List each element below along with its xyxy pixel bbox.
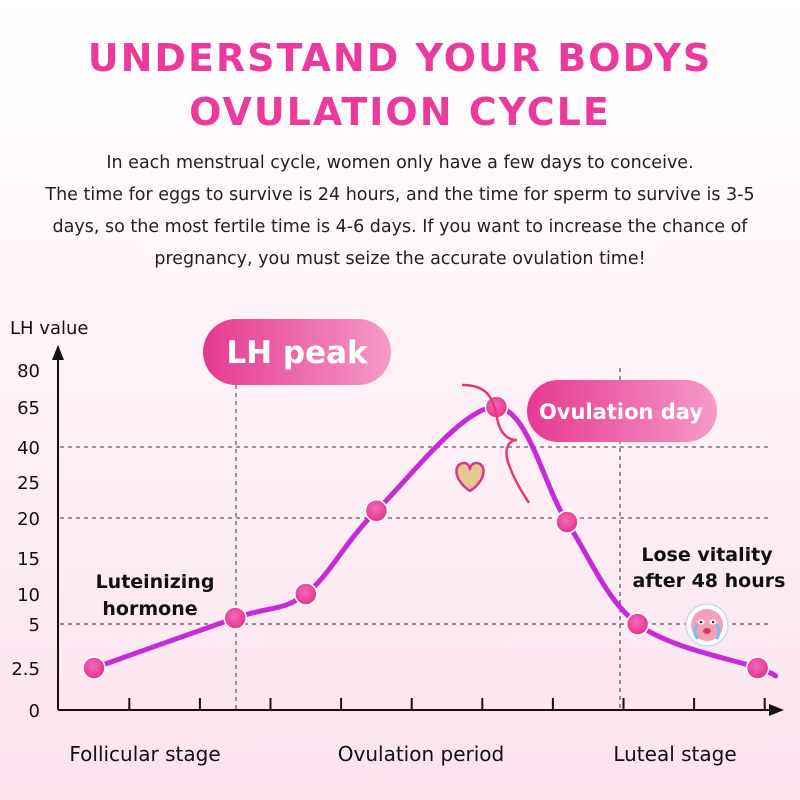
vitality-label-line-2: after 48 hours	[633, 570, 786, 592]
luteinizing-label-line-1: Luteinizing	[96, 571, 215, 593]
x-category-label: Follicular stage	[69, 742, 220, 766]
x-category-label: Luteal stage	[613, 742, 736, 766]
data-point	[223, 606, 247, 630]
ovulation-day-label: Ovulation day	[539, 400, 703, 424]
heart-icon	[455, 461, 485, 493]
data-point	[625, 612, 650, 636]
y-tick-label: 20	[17, 509, 40, 530]
data-point	[82, 656, 106, 680]
x-axis-ticks	[128, 698, 766, 710]
ovulation-bracket	[461, 383, 531, 504]
data-point	[745, 656, 770, 680]
description-line-3: days, so the most fertile time is 4-6 da…	[52, 217, 748, 237]
y-tick-label: 80	[17, 361, 40, 382]
data-point	[294, 582, 318, 606]
data-point	[555, 510, 579, 534]
crying-face-icon	[685, 603, 729, 647]
description-line-2: The time for eggs to survive is 24 hours…	[45, 185, 755, 205]
stage-labels: Follicular stage Ovulation period Luteal s…	[69, 742, 736, 766]
y-tick-label: 15	[17, 549, 40, 570]
x-category-label: Ovulation period	[338, 742, 504, 766]
title-line-2: OVULATION CYCLE	[189, 90, 611, 134]
x-axis-arrow	[769, 704, 784, 716]
lh-peak-badge: LH peak	[203, 319, 391, 385]
y-tick-label: 10	[17, 585, 40, 606]
lh-data-points	[82, 395, 770, 680]
y-tick-label: 0	[29, 701, 40, 722]
description-line-4: pregnancy, you must seize the accurate o…	[154, 249, 646, 269]
y-tick-labels: 0 2.5 5 10 15 20 25 40 65 80	[11, 361, 40, 722]
lh-peak-label: LH peak	[226, 335, 369, 371]
y-tick-label: 25	[17, 473, 40, 494]
vitality-label-line-1: Lose vitality	[641, 544, 773, 566]
description-line-1: In each menstrual cycle, women only have…	[106, 153, 694, 173]
y-tick-label: 2.5	[11, 659, 40, 680]
title-line-1: UNDERSTAND YOUR BODYS	[87, 36, 713, 80]
y-axis-label: LH value	[10, 318, 88, 339]
ovulation-day-badge: Ovulation day	[527, 380, 717, 442]
y-axis-arrow	[52, 345, 64, 360]
y-tick-label: 40	[17, 438, 40, 459]
y-tick-label: 5	[29, 615, 40, 636]
y-tick-label: 65	[17, 398, 40, 419]
data-point	[364, 499, 389, 523]
luteinizing-label-line-2: hormone	[102, 598, 197, 620]
